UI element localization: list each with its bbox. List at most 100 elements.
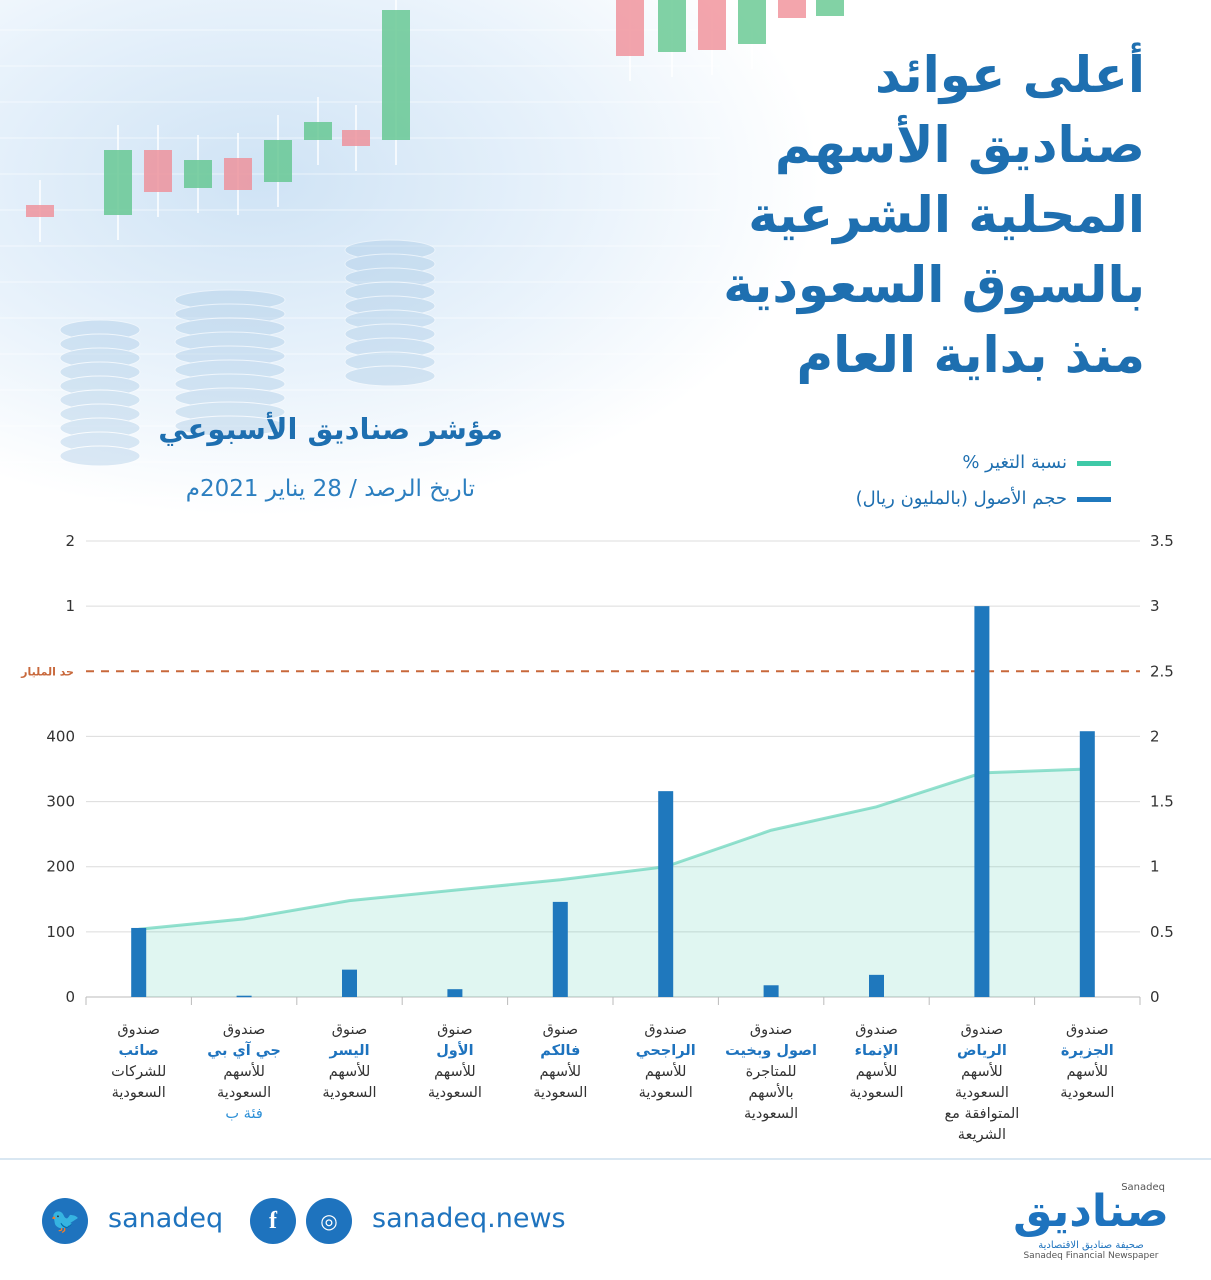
category-label: صندوق الرياض للأسهم السعودية المتوافقة مع الش… <box>928 1020 1036 1146</box>
coin <box>59 403 141 425</box>
coin <box>174 415 286 437</box>
candle-body <box>616 0 644 56</box>
category-prefix: صندوق <box>117 1022 160 1038</box>
right-axis-tick: 2.5 <box>1150 662 1174 680</box>
coin <box>344 253 436 275</box>
asset-bar <box>131 927 147 997</box>
category-suffix: الشريعة <box>957 1127 1006 1143</box>
candlestick-decoration <box>0 0 844 499</box>
chart-plot: 0 0 100 0.5 200 1 300 1.5 400 2 2.5 1 3 2 3.5 حد المليا… <box>20 532 1174 1006</box>
right-axis-tick: 2 <box>1150 727 1160 745</box>
category-name: فالكم <box>540 1043 581 1059</box>
title-line-1: أعلى عوائد <box>875 46 1145 104</box>
brand-name: صناديق <box>1013 1186 1169 1237</box>
category-suffix: للأسهم <box>644 1064 687 1080</box>
title-line-2: صناديق الأسهم <box>774 116 1145 174</box>
category-suffix: للأسهم <box>855 1064 898 1080</box>
coin <box>174 387 286 409</box>
candle-body <box>816 0 844 16</box>
category-name: جي آي بي <box>207 1043 281 1059</box>
coin <box>174 373 286 395</box>
right-axis-tick: 0 <box>1150 988 1160 1006</box>
footer-divider <box>0 1158 1211 1160</box>
candle-body <box>304 122 332 140</box>
category-name: اليسر <box>329 1043 370 1059</box>
category-label: صنوق الأول للأسهم السعودية <box>401 1020 509 1104</box>
coin <box>59 375 141 397</box>
right-axis-tick: 3.5 <box>1150 532 1174 550</box>
category-name: اصول وبخيت <box>725 1043 818 1059</box>
left-axis-tick: 400 <box>46 727 75 745</box>
category-suffix: السعودية <box>638 1085 693 1101</box>
category-prefix: صنوق <box>331 1022 368 1038</box>
asset-bar <box>658 791 674 997</box>
left-axis-tick: 2 <box>65 532 75 550</box>
website-link[interactable]: sanadeq.news <box>372 1203 566 1234</box>
left-axis-tick: 300 <box>46 793 75 811</box>
right-axis-tick: 1 <box>1150 858 1160 876</box>
instagram-icon[interactable]: ◎ <box>306 1198 352 1244</box>
main-title: أعلى عوائد صناديق الأسهم المحلية الشرعية… <box>525 40 1145 390</box>
coin <box>344 337 436 359</box>
brand-logo: Sanadeq صناديق صحيفة صناديق الاقتصادية S… <box>1011 1182 1171 1261</box>
category-label: صندوق الإنماء للأسهم السعودية <box>823 1020 931 1104</box>
coin <box>174 359 286 381</box>
category-prefix: صندوق <box>644 1022 687 1038</box>
category-suffix: للشركات <box>111 1064 167 1080</box>
twitter-handle[interactable]: sanadeq <box>108 1203 224 1234</box>
coin <box>59 417 141 439</box>
chart-date: تاريخ الرصد / 28 يناير 2021م <box>185 476 475 502</box>
hero-background <box>0 0 1211 530</box>
category-label: صندوق اصول وبخيت للمتاجرة بالأسهم السعودية <box>717 1020 825 1125</box>
category-label: صندوق الراجحي للأسهم السعودية <box>612 1020 720 1104</box>
category-suffix: السعودية <box>533 1085 588 1101</box>
asset-bar <box>974 606 990 997</box>
category-suffix: السعودية <box>322 1085 377 1101</box>
asset-bar <box>447 989 463 997</box>
category-suffix: للأسهم <box>434 1064 476 1080</box>
facebook-icon[interactable]: f <box>250 1198 296 1244</box>
category-prefix: صنوق <box>542 1022 579 1038</box>
brand-tagline-en: Sanadeq Financial Newspaper <box>1023 1251 1159 1261</box>
category-extra: فئة ب <box>225 1106 263 1122</box>
category-suffix: للأسهم <box>1066 1064 1109 1080</box>
coin <box>59 389 141 411</box>
category-prefix: صندوق <box>1066 1022 1109 1038</box>
category-label: صندوق جي آي بي للأسهم السعودية فئة ب <box>190 1020 298 1125</box>
category-prefix: صندوق <box>222 1022 266 1038</box>
coin <box>344 281 436 303</box>
category-prefix: صندوق <box>749 1022 793 1038</box>
right-axis-tick: 1.5 <box>1150 793 1174 811</box>
coin <box>344 267 436 289</box>
coin <box>174 317 286 339</box>
category-suffix: السعودية <box>217 1085 272 1101</box>
category-suffix: السعودية <box>111 1085 166 1101</box>
category-label: صندوق الجزيرة للأسهم السعودية <box>1033 1020 1141 1104</box>
category-prefix: صندوق <box>855 1022 898 1038</box>
candle-body <box>698 0 726 50</box>
category-suffix: السعودية <box>849 1085 904 1101</box>
category-label: صنوق اليسر للأسهم السعودية <box>296 1020 404 1104</box>
coin <box>174 345 286 367</box>
category-prefix: صنوق <box>437 1022 473 1038</box>
category-suffix: للأسهم <box>223 1064 265 1080</box>
asset-bar <box>1079 731 1095 997</box>
candle-body <box>382 10 410 140</box>
left-axis-tick: 0 <box>65 988 75 1006</box>
candle-body <box>264 140 292 182</box>
coin <box>174 331 286 353</box>
legend-line-swatch <box>1077 460 1111 466</box>
category-name: الرياض <box>956 1043 1007 1059</box>
legend-bar-label: حجم الأصول (بالمليون ريال) <box>855 488 1067 509</box>
twitter-icon[interactable]: 🐦 <box>42 1198 88 1244</box>
category-suffix: السعودية <box>744 1106 799 1122</box>
candles-group <box>0 0 844 499</box>
candle-body <box>184 160 212 188</box>
category-suffix: بالأسهم <box>748 1085 794 1101</box>
candle-body <box>144 150 172 192</box>
category-suffix: للأسهم <box>961 1064 1003 1080</box>
title-line-5: منذ بداية العام <box>796 326 1145 384</box>
coins-group <box>59 239 436 467</box>
coin <box>344 309 436 331</box>
